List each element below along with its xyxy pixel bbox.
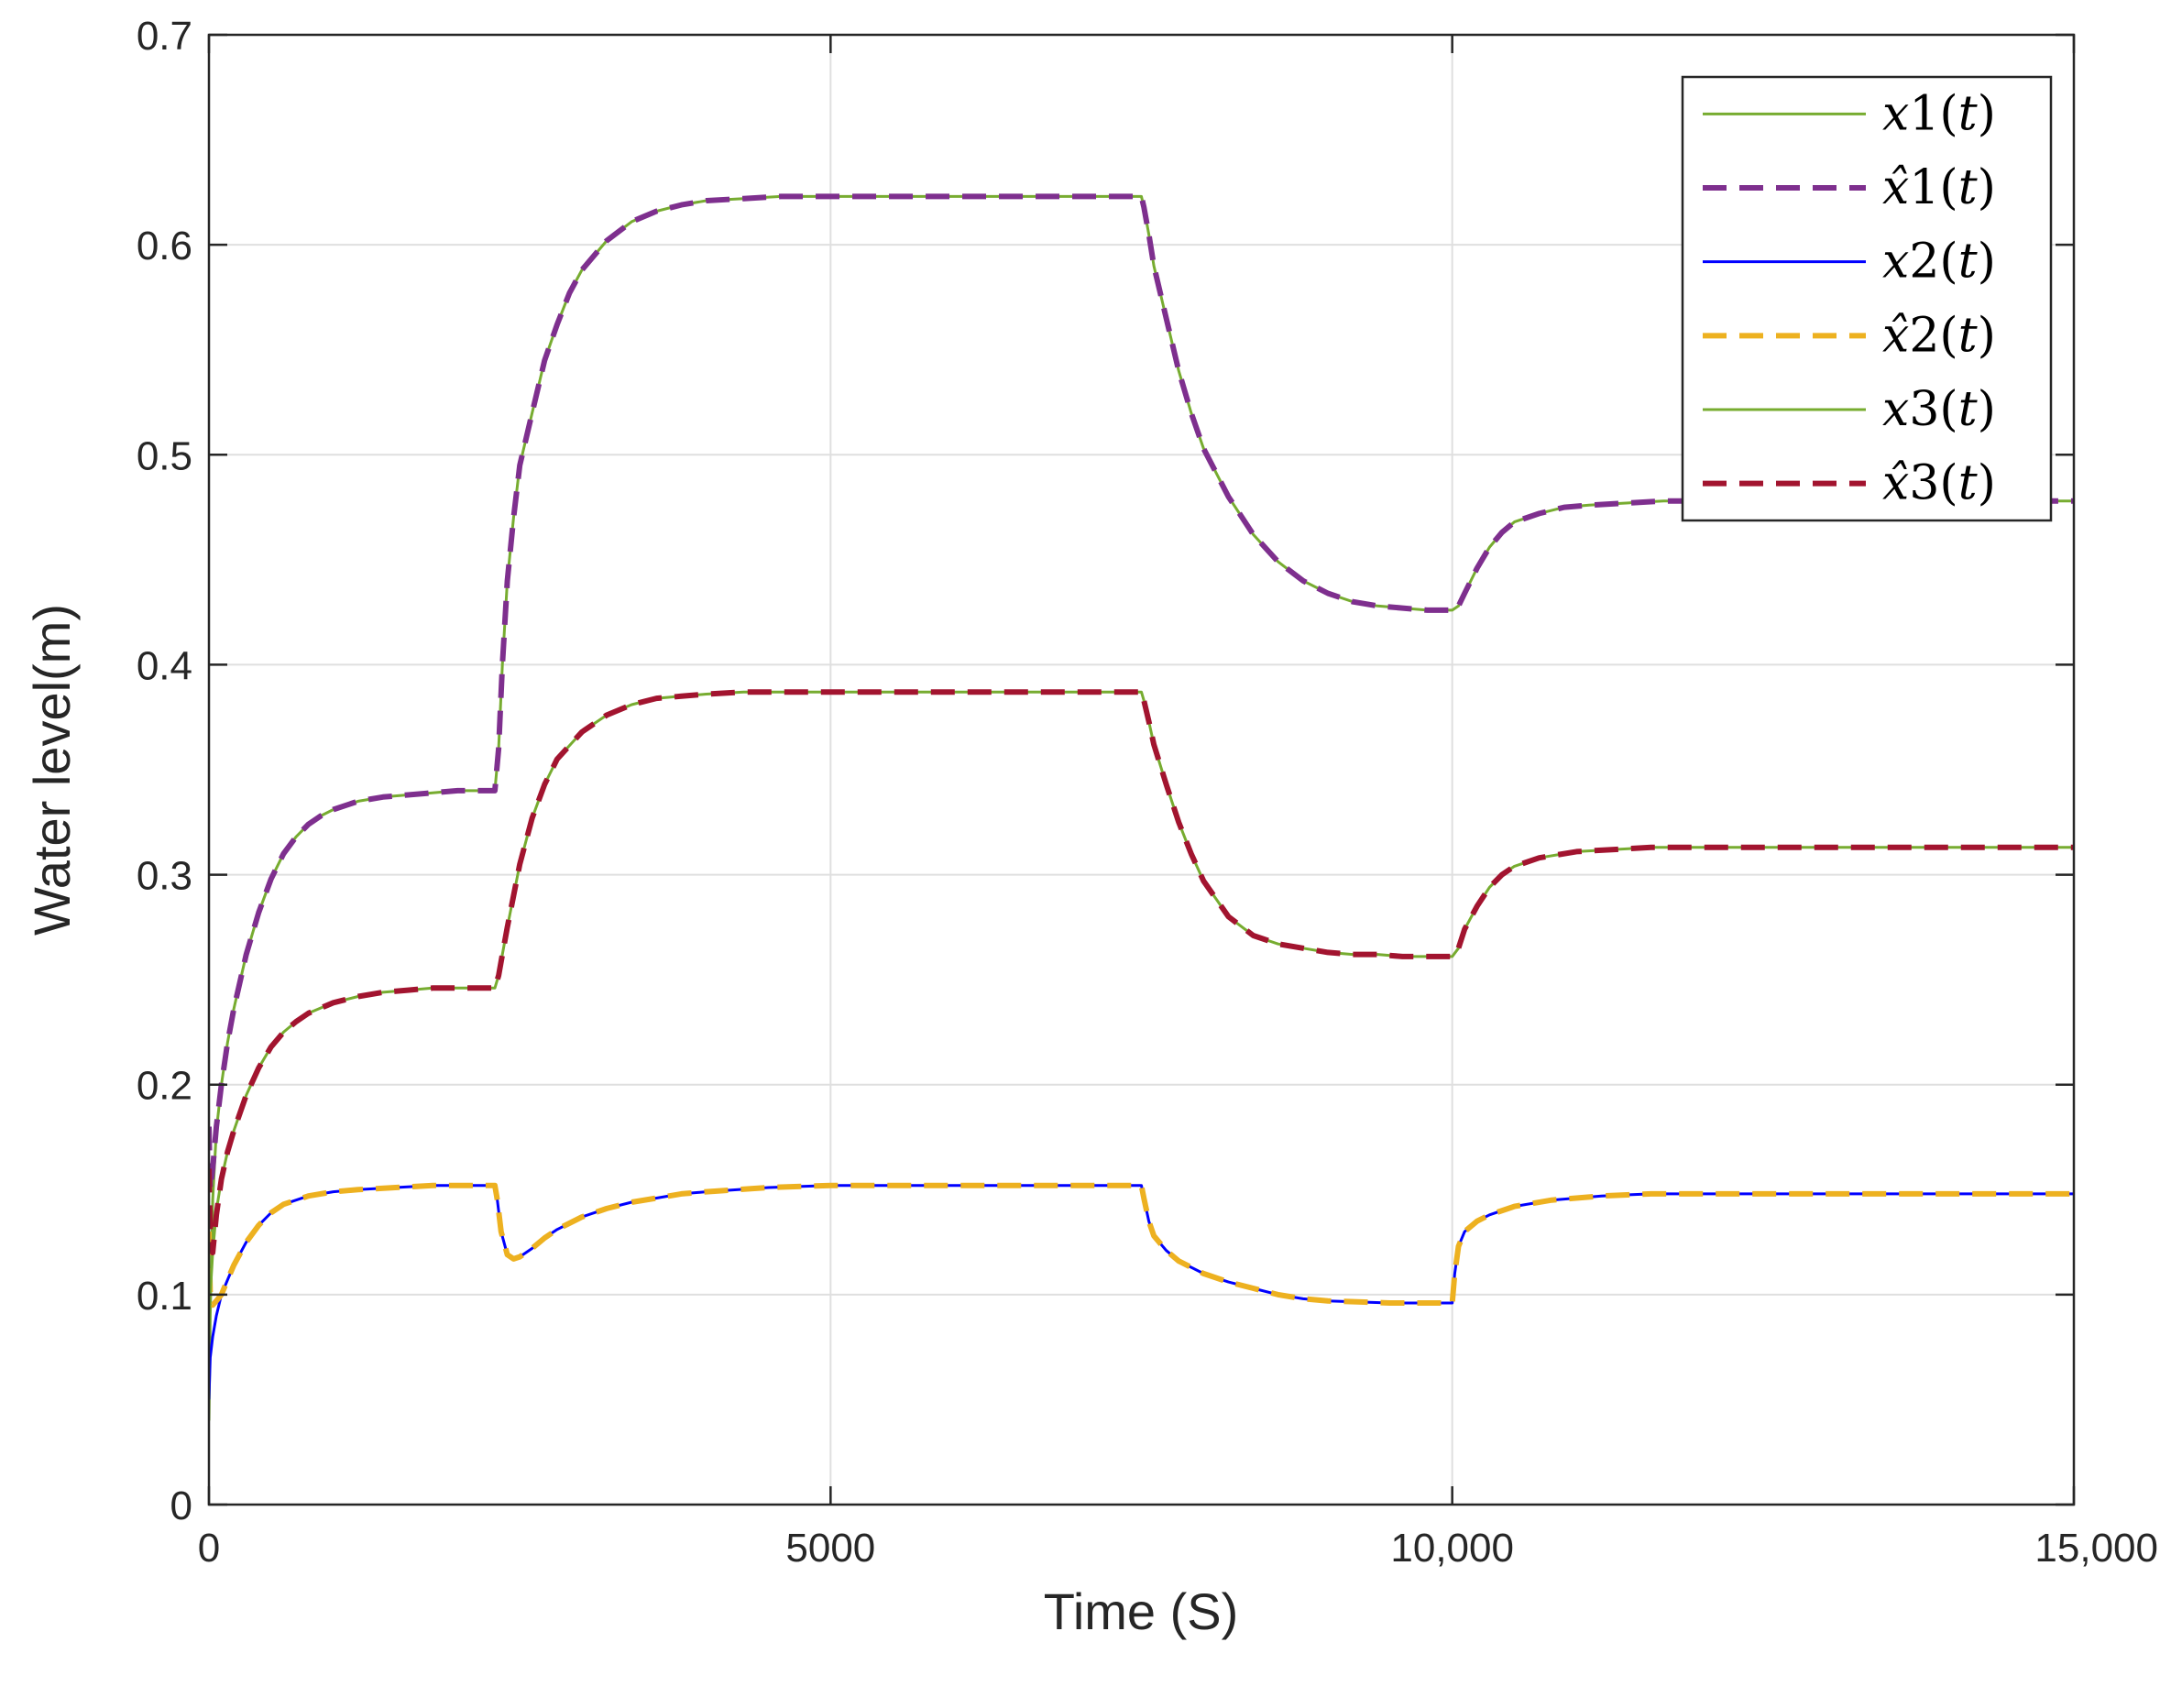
plot-frame: [207, 33, 2076, 1506]
series-line-2: [209, 193, 2074, 1193]
y-tick-label: 0.1: [137, 1274, 192, 1319]
x-tick-label: 5000: [785, 1526, 875, 1571]
x-tick-label: 0: [198, 1526, 220, 1571]
series-layer: [209, 193, 2074, 1421]
y-tick-label: 0: [170, 1484, 192, 1528]
x-tick-label: 10,000: [1390, 1526, 1514, 1571]
y-tick-label: 0.5: [137, 433, 192, 478]
series-line-6: [209, 689, 2074, 1255]
x-tick-label: 15,000: [2034, 1526, 2158, 1571]
legend-entry: x1(t): [1882, 86, 1996, 141]
y-tick-label: 0.2: [137, 1064, 192, 1109]
x-axis-label: Time (S): [1044, 1582, 1239, 1640]
legend-entry: x̂3(t): [1882, 456, 1996, 511]
ticks: [207, 33, 2076, 1506]
legend-entry: x3(t): [1882, 382, 1996, 437]
y-tick-label: 0.6: [137, 224, 192, 268]
y-tick-label: 0.3: [137, 854, 192, 899]
legend-box: [1681, 75, 2053, 522]
legend: x1(t) x̂1(t) x2(t) x̂2(t) x3(t) x̂3(t): [1681, 75, 2053, 522]
legend-entry: x2(t): [1882, 235, 1996, 290]
y-tick-label: 0.4: [137, 643, 192, 688]
y-axis-label: Water level(m): [23, 604, 81, 936]
legend-entry: x̂2(t): [1882, 308, 1996, 363]
series-line-4: [209, 1182, 2074, 1308]
legend-entry: x̂1(t): [1882, 160, 1996, 215]
y-tick-label: 0.7: [137, 14, 192, 59]
tick-labels: 0 5000 10,000 15,000 0 0.1 0.2 0.3 0.4 0.5 0.6 0.7: [137, 14, 2158, 1571]
